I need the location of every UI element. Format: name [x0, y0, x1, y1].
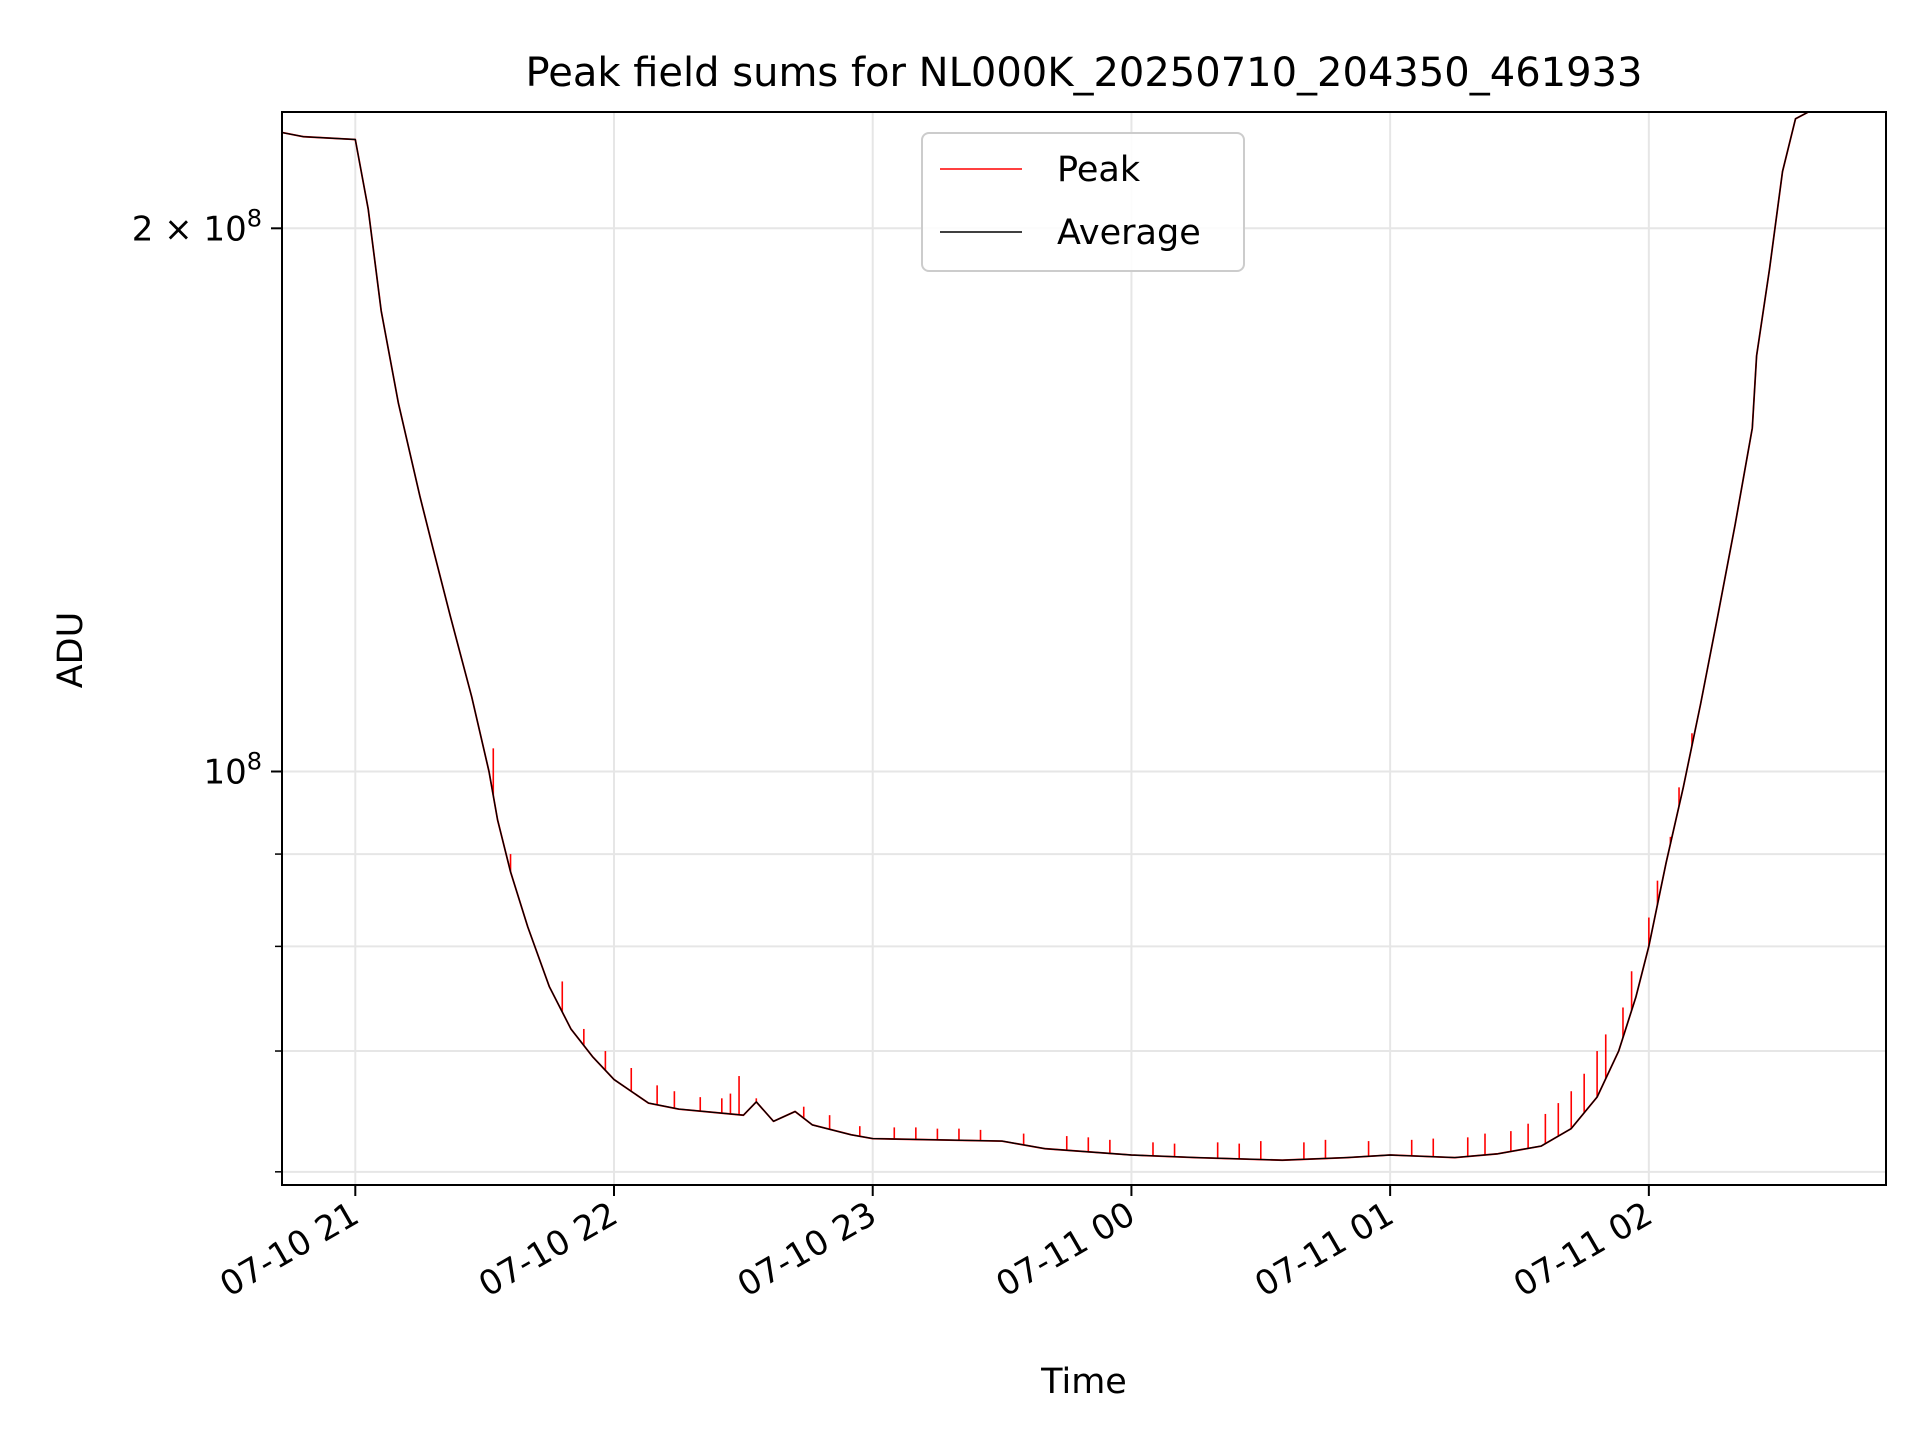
y-tick-label-mult: 2 ×	[132, 209, 204, 249]
y-tick-label-base: 10	[203, 753, 246, 793]
legend-label-peak: Peak	[1057, 150, 1141, 190]
plot-series	[282, 112, 1822, 1162]
legend-label-average: Average	[1057, 213, 1201, 253]
y-tick-label: 2 × 108	[132, 204, 262, 249]
series-line-average	[282, 112, 1822, 1161]
y-tick-label-exp: 8	[247, 748, 262, 776]
series-average	[282, 112, 1822, 1161]
x-axis-label: Time	[1040, 1362, 1127, 1402]
plot-frame	[281, 111, 1887, 1186]
legend: Peak Average	[921, 132, 1245, 272]
y-tick-label-exp: 8	[247, 204, 262, 232]
legend-box	[921, 132, 1245, 272]
chart-title: Peak field sums for NL000K_20250710_2043…	[526, 50, 1643, 96]
y-tick-label: 108	[203, 748, 262, 793]
y-axis-label: ADU	[51, 612, 91, 689]
y-tick-label-base: 10	[203, 209, 246, 249]
